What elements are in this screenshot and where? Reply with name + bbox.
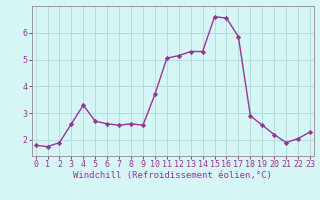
X-axis label: Windchill (Refroidissement éolien,°C): Windchill (Refroidissement éolien,°C): [73, 171, 272, 180]
